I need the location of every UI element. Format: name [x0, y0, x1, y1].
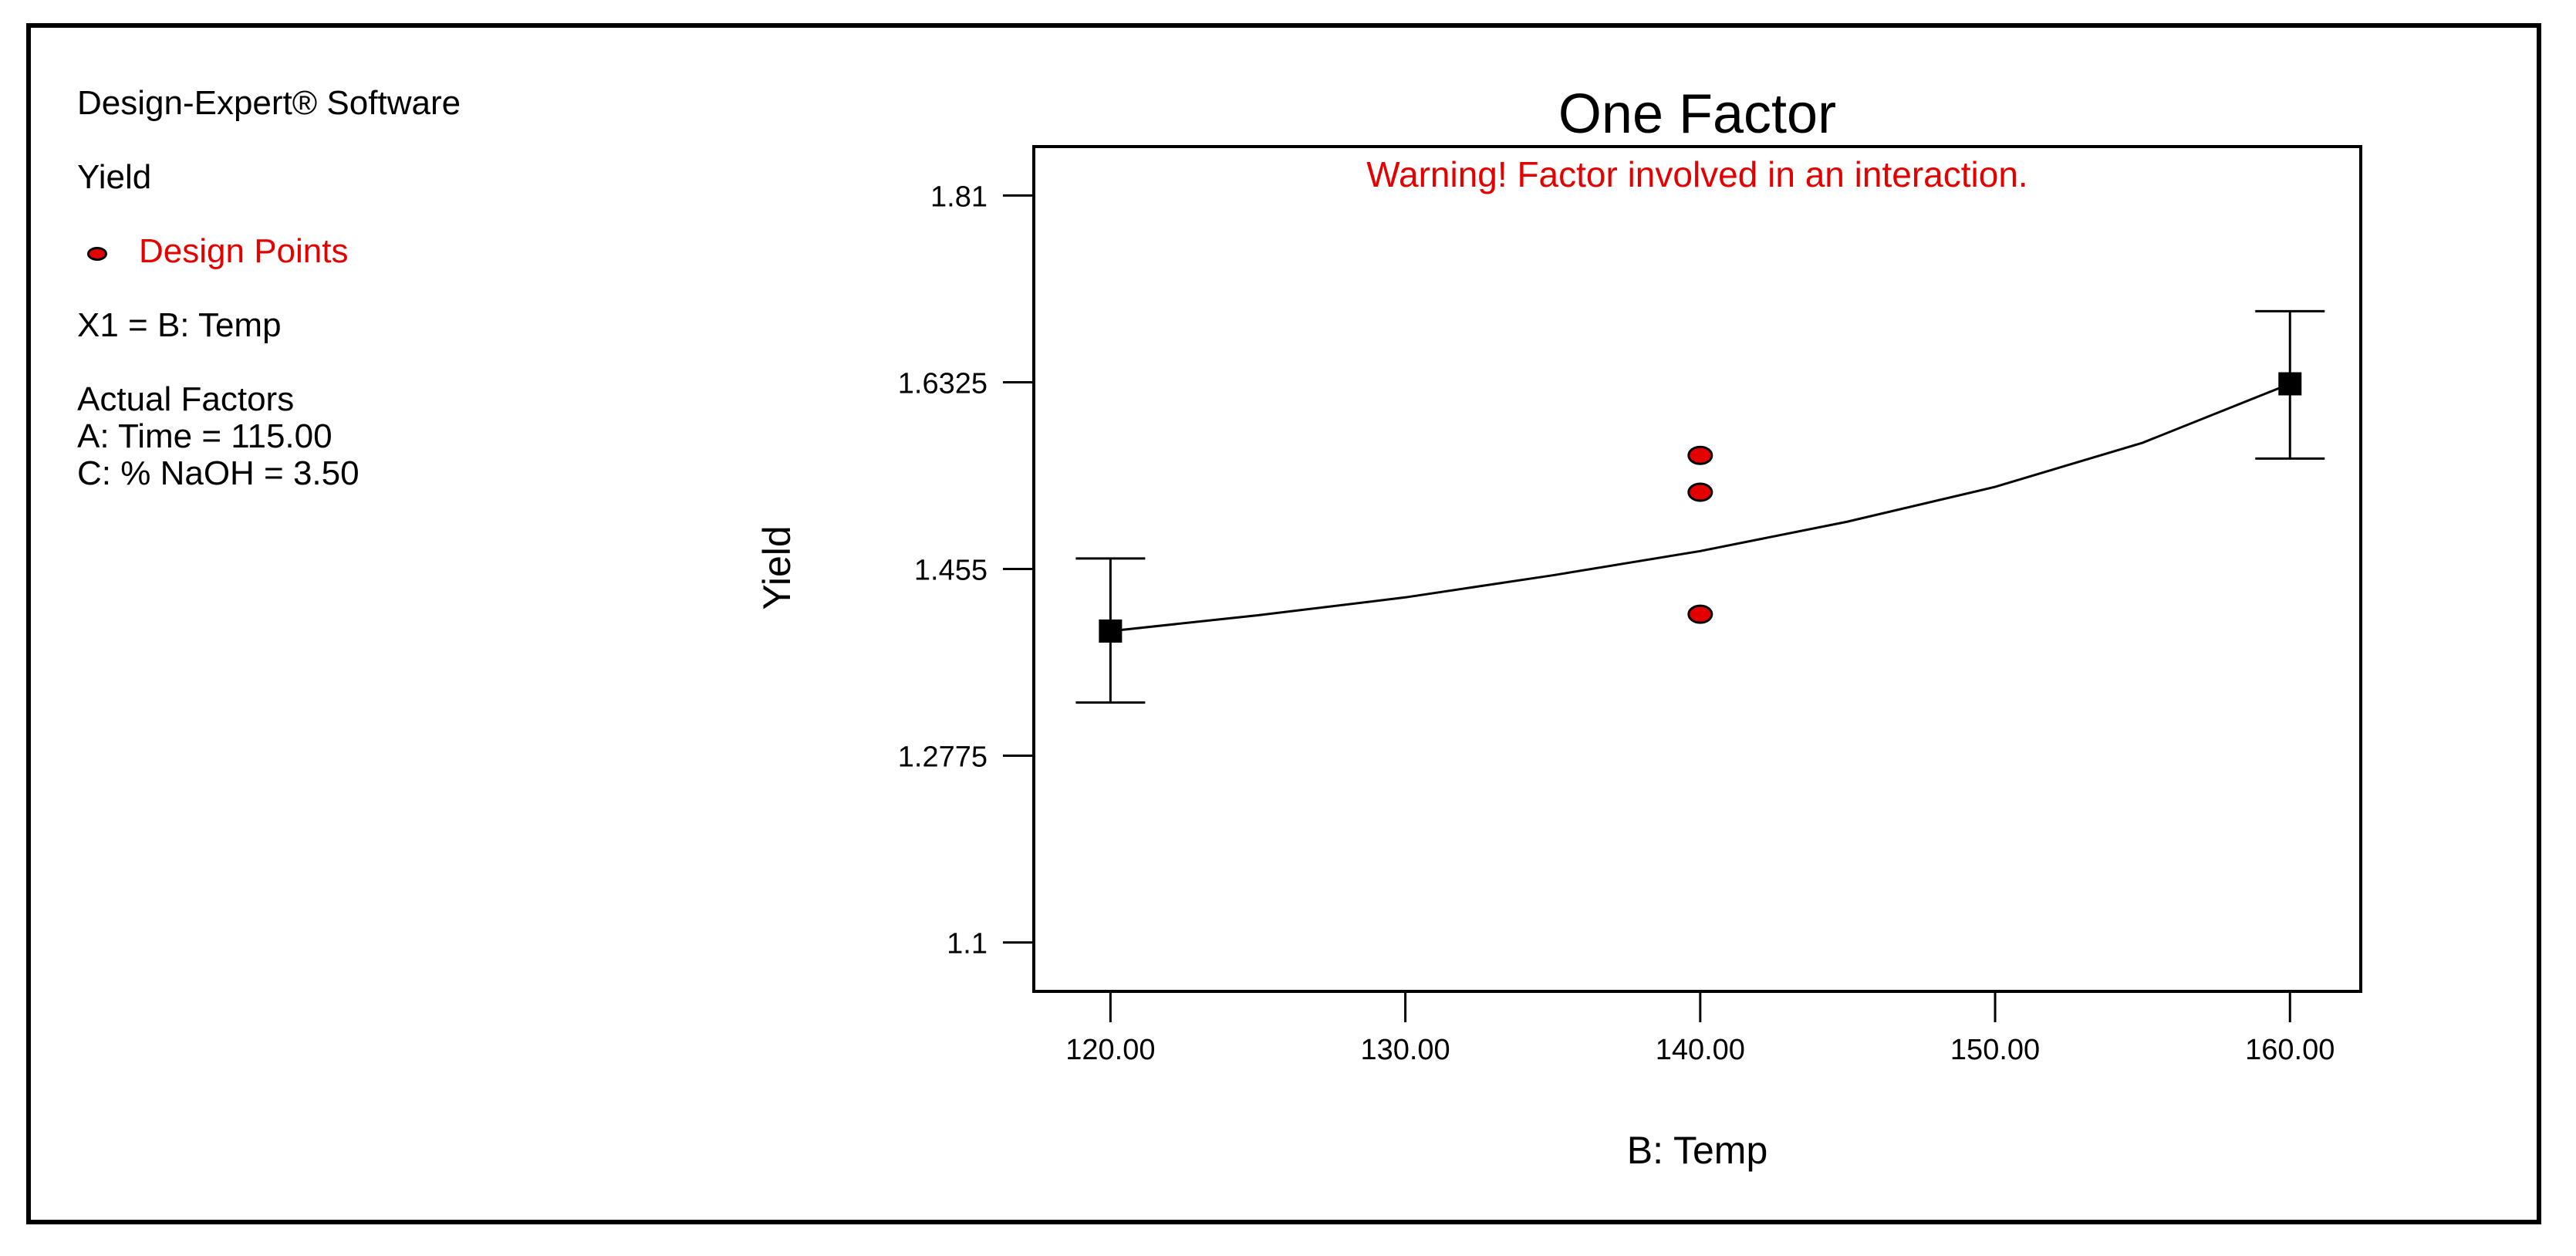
actual-factor-a: A: Time = 115.00 — [77, 417, 333, 455]
x-tick-label: 160.00 — [2245, 1034, 2335, 1066]
factor-mapping-label: X1 = B: Temp — [77, 306, 282, 344]
actual-factor-c: C: % NaOH = 3.50 — [77, 454, 360, 492]
actual-factors-title: Actual Factors — [77, 380, 295, 418]
interaction-warning: Warning! Factor involved in an interacti… — [1366, 154, 2027, 194]
x-tick-label: 150.00 — [1950, 1034, 2040, 1066]
x-axis: 120.00 130.00 140.00 150.00 160.00 — [1065, 991, 2335, 1066]
design-point — [1687, 445, 1713, 465]
plot-area — [1032, 145, 2362, 993]
predicted-point — [2278, 372, 2302, 396]
x-axis-label: B: Temp — [1627, 1129, 1768, 1172]
x-tick-label: 120.00 — [1065, 1034, 1155, 1066]
y-axis: 1.1 1.2775 1.455 1.6325 1.81 — [898, 181, 1034, 961]
software-label: Design-Expert® Software — [77, 84, 461, 122]
y-tick-label: 1.455 — [914, 555, 988, 587]
predicted-point — [1099, 619, 1123, 643]
y-tick-label: 1.81 — [930, 181, 988, 213]
prediction-line — [1110, 383, 2291, 633]
figure-frame — [26, 23, 2541, 1224]
chart-title: One Factor — [1558, 83, 1836, 145]
y-axis-label: Yield — [755, 525, 798, 609]
design-point — [1687, 482, 1713, 502]
chart-marks — [1075, 309, 2325, 704]
design-points-legend-icon — [87, 247, 107, 261]
y-tick-label: 1.1 — [947, 928, 988, 961]
response-label: Yield — [77, 158, 152, 196]
y-tick-label: 1.6325 — [898, 367, 988, 400]
x-tick-label: 140.00 — [1656, 1034, 1745, 1066]
design-points-legend-label: Design Points — [139, 232, 349, 270]
x-tick-label: 130.00 — [1360, 1034, 1450, 1066]
design-point — [1687, 604, 1713, 624]
y-tick-label: 1.2775 — [898, 741, 988, 774]
